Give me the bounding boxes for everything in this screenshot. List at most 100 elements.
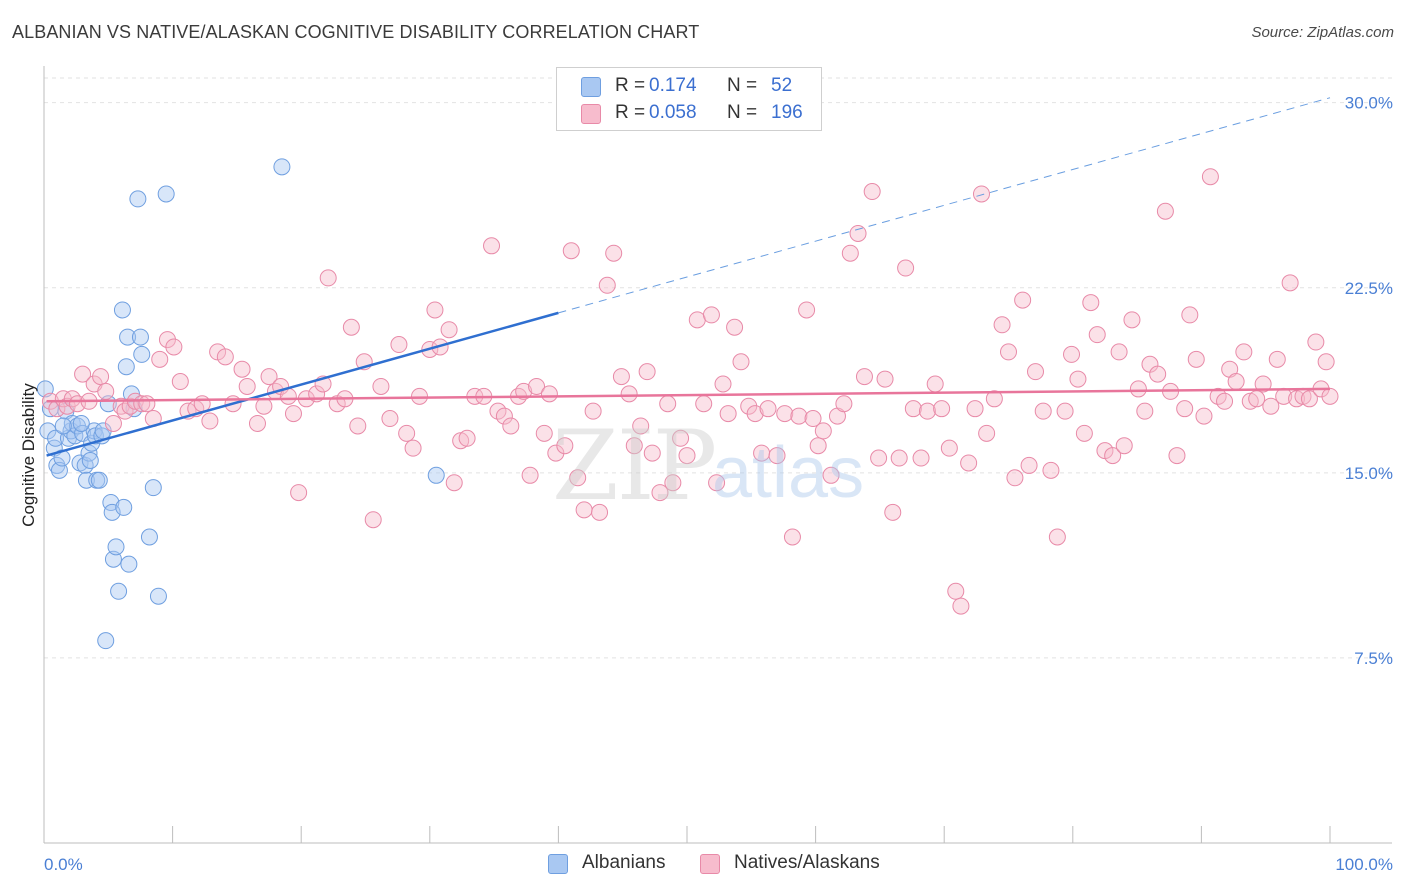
- native-point: [605, 244, 623, 262]
- source-label: Source: ZipAtlas.com: [1251, 24, 1394, 41]
- native-point: [1262, 397, 1280, 415]
- native-point: [1216, 392, 1234, 410]
- albanians-legend-label: Albanians: [582, 852, 666, 873]
- native-point: [841, 244, 859, 262]
- native-point: [719, 405, 737, 423]
- albanian-point: [149, 587, 167, 605]
- native-point: [638, 363, 656, 381]
- native-point: [364, 511, 382, 529]
- native-point: [1014, 291, 1032, 309]
- chart-title: ALBANIAN VS NATIVE/ALASKAN COGNITIVE DIS…: [12, 22, 700, 42]
- natives-points: [41, 168, 1339, 615]
- native-point: [381, 410, 399, 428]
- native-point: [1254, 375, 1272, 393]
- native-point: [319, 269, 337, 287]
- native-point: [495, 407, 513, 425]
- albanian-point: [110, 582, 128, 600]
- albanian-point: [144, 479, 162, 497]
- native-point: [404, 439, 422, 457]
- native-point: [165, 338, 183, 356]
- native-point: [870, 449, 888, 467]
- native-point: [835, 395, 853, 413]
- native-point: [440, 321, 458, 339]
- native-point: [1006, 469, 1024, 487]
- native-point: [985, 390, 1003, 408]
- native-point: [625, 437, 643, 455]
- native-point: [562, 242, 580, 260]
- albanian-point: [97, 632, 115, 650]
- native-point: [1075, 424, 1093, 442]
- native-point: [1000, 343, 1017, 361]
- albanian-point: [427, 466, 445, 484]
- native-point: [248, 414, 266, 432]
- native-point: [714, 375, 732, 393]
- native-point: [569, 469, 587, 487]
- native-point: [933, 400, 951, 418]
- albanian-point: [47, 429, 65, 447]
- native-point: [201, 412, 219, 430]
- axes: [43, 66, 1392, 844]
- native-point: [1317, 353, 1335, 371]
- native-point: [97, 382, 115, 400]
- native-point: [1123, 311, 1141, 329]
- native-point: [940, 439, 958, 457]
- native-point: [1104, 447, 1122, 465]
- native-point: [1149, 365, 1167, 383]
- albanian-point: [120, 555, 138, 573]
- watermark-zip: ZIP: [552, 410, 717, 522]
- native-point: [960, 454, 978, 472]
- native-point: [978, 424, 996, 442]
- native-point: [260, 368, 278, 386]
- albanian-point: [72, 414, 90, 432]
- native-point: [171, 373, 189, 391]
- native-point: [947, 582, 965, 600]
- native-point: [897, 259, 915, 277]
- albanian-point: [54, 417, 72, 435]
- native-point: [372, 377, 390, 395]
- watermark-atlas: atlas: [712, 433, 865, 513]
- albanian-point: [157, 185, 175, 203]
- native-point: [1136, 402, 1154, 420]
- correlation-legend: R = 0.174 N = 52 R = 0.058 N = 196: [556, 67, 822, 131]
- albanians-legend-swatch: [548, 854, 568, 874]
- natives-legend-label: Natives/Alaskans: [734, 852, 880, 873]
- native-point: [584, 402, 602, 420]
- native-point: [238, 377, 256, 395]
- native-point: [284, 405, 302, 423]
- native-point: [216, 348, 234, 366]
- natives-legend-swatch: [700, 854, 720, 874]
- native-point: [349, 417, 367, 435]
- native-point: [1248, 390, 1266, 408]
- native-point: [390, 336, 408, 354]
- albanian-point: [131, 328, 149, 346]
- native-point: [732, 353, 750, 371]
- r-value: 0.174: [649, 75, 697, 96]
- native-point: [972, 185, 990, 203]
- albanian-point: [117, 358, 135, 376]
- native-point: [1307, 333, 1325, 351]
- native-point: [1227, 373, 1245, 391]
- albanian-point: [113, 301, 131, 319]
- native-point: [547, 444, 565, 462]
- native-point: [688, 311, 706, 329]
- native-point: [502, 417, 520, 435]
- native-point: [849, 224, 867, 242]
- native-point: [556, 437, 574, 455]
- r-label: R =: [615, 102, 646, 123]
- trend-lines: [46, 97, 1331, 457]
- native-point: [1181, 306, 1199, 324]
- native-point: [535, 424, 553, 442]
- native-point: [798, 301, 816, 319]
- native-point: [1088, 326, 1106, 344]
- native-point: [1168, 447, 1186, 465]
- native-point: [918, 402, 936, 420]
- native-point: [426, 301, 444, 319]
- native-point: [528, 377, 546, 395]
- native-point: [643, 444, 661, 462]
- native-point: [1020, 456, 1038, 474]
- native-point: [1129, 380, 1147, 398]
- native-point: [783, 528, 801, 546]
- native-point: [993, 316, 1011, 334]
- albanian-point: [81, 452, 99, 469]
- y-tick-label: 22.5%: [1345, 279, 1393, 298]
